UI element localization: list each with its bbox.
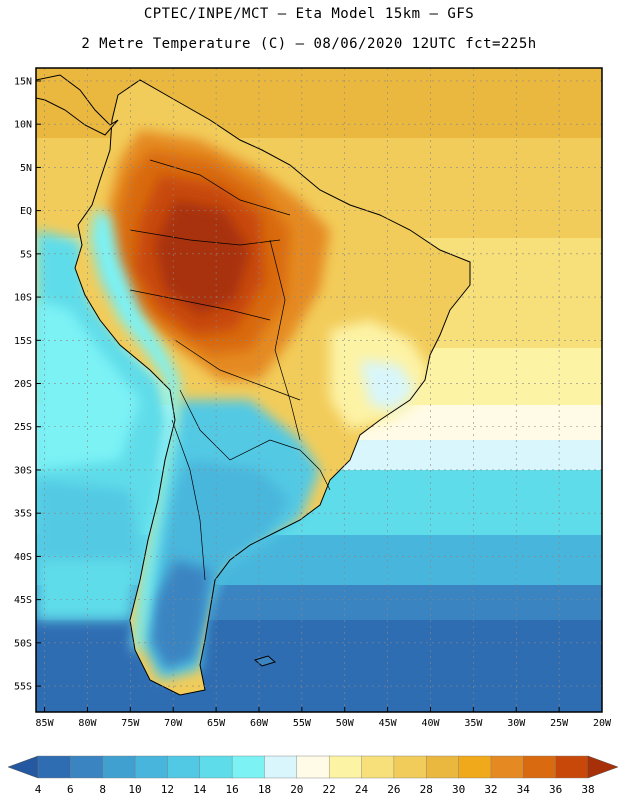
lon-label: 40W bbox=[421, 718, 440, 729]
lat-label: 15N bbox=[14, 76, 32, 87]
lat-label: 45S bbox=[14, 595, 32, 606]
colorbar-segment bbox=[393, 755, 427, 779]
lon-label: 35W bbox=[464, 718, 483, 729]
colorbar-segment bbox=[458, 755, 492, 779]
lat-label: 30S bbox=[14, 465, 32, 476]
colorbar-segment bbox=[264, 755, 298, 779]
colorbar-label: 14 bbox=[193, 783, 207, 796]
lon-label: 65W bbox=[207, 718, 226, 729]
colorbar-label: 22 bbox=[323, 783, 336, 796]
lon-label: 60W bbox=[250, 718, 269, 729]
colorbar-labels: 4 6 8 10 12 14 16 18 20 22 24 26 28 30 32 34 36 38 bbox=[35, 783, 595, 796]
colorbar bbox=[7, 755, 618, 779]
colorbar-label: 12 bbox=[161, 783, 174, 796]
lon-label: 30W bbox=[507, 718, 526, 729]
colorbar-over-arrow bbox=[587, 755, 618, 779]
colorbar-under-arrow bbox=[7, 755, 39, 779]
map-frame bbox=[35, 67, 603, 713]
colorbar-segment bbox=[134, 755, 169, 779]
colorbar-label: 4 bbox=[35, 783, 42, 796]
colorbar-label: 6 bbox=[67, 783, 74, 796]
lon-label: 80W bbox=[78, 718, 97, 729]
lon-label: 20W bbox=[593, 718, 612, 729]
chart-title-line-1: CPTEC/INPE/MCT – Eta Model 15km – GFS bbox=[143, 6, 475, 22]
colorbar-segment bbox=[37, 755, 72, 779]
colorbar-segment bbox=[523, 755, 557, 779]
colorbar-label: 36 bbox=[549, 783, 562, 796]
colorbar-label: 28 bbox=[420, 783, 433, 796]
lat-label: EQ bbox=[20, 206, 32, 217]
colorbar-label: 30 bbox=[452, 783, 465, 796]
longitude-labels: 85W 80W 75W 70W 65W 60W 55W 50W 45W 40W 35W 30W 25W 2… bbox=[36, 707, 612, 729]
colorbar-segment bbox=[70, 755, 104, 779]
lat-label: 25S bbox=[14, 422, 32, 433]
lon-label: 45W bbox=[379, 718, 398, 729]
lat-label: 10S bbox=[14, 293, 32, 304]
colorbar-label: 18 bbox=[258, 783, 271, 796]
lat-label: 5N bbox=[20, 163, 32, 174]
lat-label: 20S bbox=[14, 379, 32, 390]
colorbar-segment bbox=[426, 755, 460, 779]
lon-label: 75W bbox=[121, 718, 140, 729]
lat-label: 50S bbox=[14, 638, 32, 649]
latitude-labels: 15N 10N 5N EQ 5S 10S 15S 20S 25S 30S 35S 40S 45S 50S 5… bbox=[14, 76, 41, 693]
colorbar-segment bbox=[199, 755, 233, 779]
colorbar-label: 20 bbox=[290, 783, 303, 796]
temperature-field bbox=[36, 68, 602, 712]
colorbar-label: 26 bbox=[387, 783, 400, 796]
lat-label: 55S bbox=[14, 682, 32, 693]
colorbar-segment bbox=[490, 755, 524, 779]
falklands-outline bbox=[253, 655, 277, 667]
colorbar-label: 16 bbox=[225, 783, 238, 796]
lat-label: 35S bbox=[14, 509, 32, 520]
lat-label: 40S bbox=[14, 552, 32, 563]
colorbar-label: 34 bbox=[517, 783, 531, 796]
colorbar-label: 24 bbox=[355, 783, 369, 796]
colorbar-segment bbox=[102, 755, 136, 779]
chart-title-line-2: 2 Metre Temperature (C) – 08/06/2020 12U… bbox=[81, 36, 537, 52]
lon-label: 25W bbox=[550, 718, 569, 729]
colorbar-segment bbox=[167, 755, 201, 779]
colorbar-segment bbox=[296, 755, 330, 779]
colorbar-label: 32 bbox=[484, 783, 497, 796]
continent-outline bbox=[74, 79, 471, 696]
lon-label: 55W bbox=[293, 718, 312, 729]
colorbar-segment bbox=[361, 755, 395, 779]
lat-label: 5S bbox=[20, 249, 32, 260]
lon-label: 50W bbox=[336, 718, 355, 729]
lon-label: 70W bbox=[164, 718, 183, 729]
colorbar-label: 8 bbox=[99, 783, 106, 796]
graticule bbox=[36, 68, 603, 712]
colorbar-segment bbox=[555, 755, 589, 779]
lat-label: 10N bbox=[14, 120, 32, 131]
lat-label: 15S bbox=[14, 336, 32, 347]
colorbar-segment bbox=[231, 755, 266, 779]
colorbar-segment bbox=[328, 755, 363, 779]
colorbar-label: 38 bbox=[581, 783, 594, 796]
central-america-outline bbox=[36, 74, 119, 136]
lon-label: 85W bbox=[36, 718, 55, 729]
colorbar-label: 10 bbox=[128, 783, 141, 796]
